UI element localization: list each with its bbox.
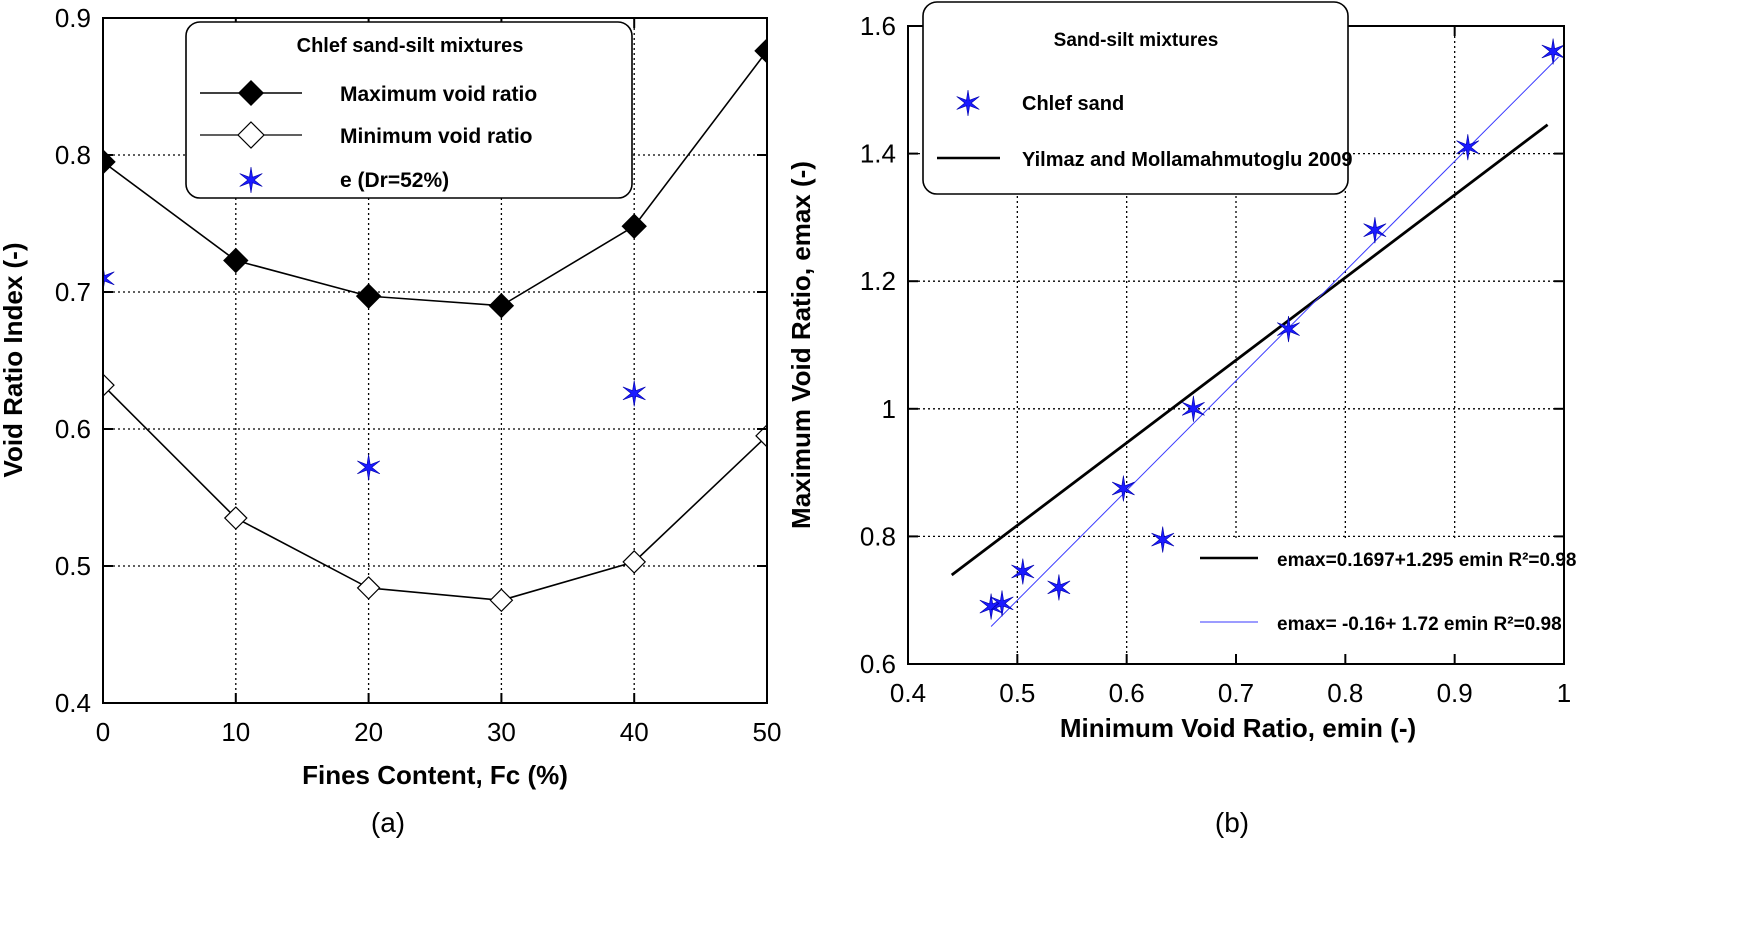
chart-b-xtick-label: 0.6 [1109,678,1145,708]
chart-a-xtick-label: 50 [753,717,782,747]
chart-b-series-1-point [1011,558,1035,585]
chart-a-xtick-label: 10 [221,717,250,747]
chart-a-series-1-point [223,247,249,274]
chart-b-legend-title: Sand-silt mixtures [1054,30,1219,51]
chart-b-fit-line-1 [950,123,1549,577]
chart-b-series-1-point [1151,526,1175,553]
chart-a-ytick-label: 0.9 [55,3,91,33]
chart-a-legend-marker-min [237,121,265,149]
chart-a-xtick-label: 30 [487,717,516,747]
chart-b-fit-line-2 [990,56,1559,627]
chart-a-legend: Chlef sand-silt mixtures Maximum void ra… [185,21,633,199]
chart-a-xlabel: Fines Content, Fc (%) [302,760,568,790]
chart-a-series-2-point [103,373,115,398]
chart-a-data [103,38,767,613]
chart-a-legend-star-shape [239,166,263,194]
chart-a-series-3-point [622,380,646,407]
chart-b-series-1-point [1277,316,1300,343]
chart-b-series-1-point [1181,395,1205,422]
chart-a-ylabel: Void Ratio Index (-) [0,243,28,478]
chart-a-series-2-point [223,506,248,530]
chart-b-series-1-point [1111,475,1135,502]
chart-a-series-2-point [622,550,647,574]
chart-a-legend-label-max: Maximum void ratio [340,83,537,106]
chart-b-legend-label-sand: Chlef sand [1022,93,1124,115]
chart-a-xtick-label: 20 [354,717,383,747]
chart-a: 0 10 20 30 40 50 0.4 0.5 0.6 0.7 0.8 0.9 Fines Cont… [0,3,781,838]
chart-a-series-1-point [488,292,515,319]
chart-b-ytick-label: 1.4 [860,139,896,169]
chart-a-caption: (a) [371,807,405,838]
chart-a-series-1-line [103,50,767,307]
chart-b-xtick-label: 1 [1557,678,1571,708]
chart-a-ticks: 0 10 20 30 40 50 0.4 0.5 0.6 0.7 0.8 0.9 [55,3,782,747]
chart-b-legend-label-yilmaz: Yilmaz and Mollamahmutoglu 2009 [1022,149,1352,171]
chart-a-ytick-label: 0.4 [55,688,91,718]
chart-b-ytick-label: 1.2 [860,266,896,296]
chart-a-series-1-point [754,38,767,64]
chart-b-xtick-label: 0.7 [1218,678,1254,708]
chart-a-series-2-point [356,576,381,600]
chart-b-legend-marker-star [956,89,980,117]
chart-b-ytick-label: 1 [882,394,896,424]
chart-b-series-1-point [1363,217,1387,244]
chart-a-series-1-point [621,213,647,239]
chart-b-series-1-point [1541,38,1564,65]
chart-a-ytick-label: 0.5 [55,551,91,581]
chart-a-legend-title: Chlef sand-silt mixtures [297,35,524,57]
chart-b-ticks: 0.4 0.5 0.6 0.7 0.8 0.9 1 0.6 0.8 1 1.2 1.4 1.6 [860,11,1571,708]
chart-a-xtick-label: 0 [96,717,110,747]
chart-b-ylabel: Maximum Void Ratio, emax (-) [786,161,816,529]
chart-b-ytick-label: 0.6 [860,649,896,679]
chart-b-ytick-label: 1.6 [860,11,896,41]
chart-a-series-1-point [355,283,382,309]
chart-a-xtick-label: 40 [620,717,649,747]
chart-a-legend-marker-star [239,166,263,194]
chart-a-legend-box [185,21,633,199]
chart-b-data [950,38,1564,627]
chart-b-equations: emax=0.1697+1.295 emin R²=0.98 emax= -0.… [1196,540,1576,654]
chart-a-ytick-label: 0.8 [55,140,91,170]
chart-b: 0.4 0.5 0.6 0.7 0.8 0.9 1 0.6 0.8 1 1.2 1.4 1.6 Mini… [786,1,1576,838]
chart-b-eq1-label: emax=0.1697+1.295 emin R²=0.98 [1277,550,1576,571]
chart-a-series-2-line [103,384,767,602]
chart-a-series-2-point [755,424,767,448]
chart-b-series-1-point [990,590,1014,617]
chart-a-ytick-label: 0.7 [55,277,91,307]
chart-a-legend-label-min: Minimum void ratio [340,125,533,148]
chart-b-legend-box [922,1,1349,195]
chart-a-legend-marker-max [238,80,264,106]
chart-b-caption: (b) [1215,807,1249,838]
chart-a-series-2-point [489,588,514,613]
chart-a-legend-label-star: e (Dr=52%) [340,169,449,192]
chart-a-ytick-label: 0.6 [55,414,91,444]
chart-b-xtick-label: 0.4 [890,678,926,708]
chart-b-xtick-label: 0.9 [1437,678,1473,708]
chart-b-series-1-point [1456,134,1480,161]
chart-b-ytick-label: 0.8 [860,521,896,551]
chart-b-series-1-point [1047,574,1071,601]
chart-a-series-3-point [103,265,115,292]
chart-b-legend: Sand-silt mixtures Chlef sand Yilmaz and… [922,1,1352,195]
chart-a-frame [102,17,768,704]
chart-b-legend-star-shape [956,89,980,117]
chart-b-eq2-label: emax= -0.16+ 1.72 emin R²=0.98 [1277,614,1562,635]
chart-b-xtick-label: 0.8 [1327,678,1363,708]
chart-b-xtick-label: 0.5 [999,678,1035,708]
chart-b-xlabel: Minimum Void Ratio, emin (-) [1060,713,1416,743]
chart-a-series-3-point [357,454,381,481]
